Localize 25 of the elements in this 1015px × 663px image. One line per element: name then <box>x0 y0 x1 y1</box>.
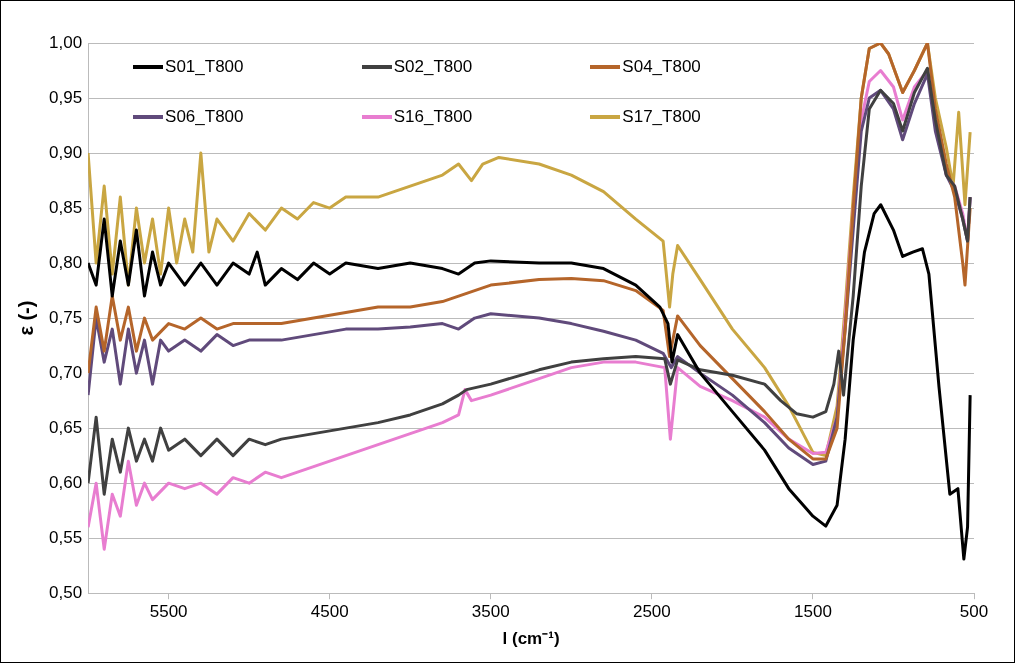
x-tick-label: 2500 <box>632 602 671 622</box>
x-tick-label: 4500 <box>310 602 349 622</box>
y-tick-label: 0,90 <box>48 142 83 162</box>
y-tick-label: 0,55 <box>48 527 83 547</box>
x-axis-title: l (cm⁻¹) <box>502 629 560 649</box>
legend-label: S04_T800 <box>622 57 701 77</box>
legend-label: S06_T800 <box>165 107 244 127</box>
x-tick-label: 3500 <box>471 602 510 622</box>
y-tick-label: 0,60 <box>48 472 83 492</box>
y-tick-label: 0,85 <box>48 197 83 217</box>
x-tick-label: 1500 <box>794 602 832 622</box>
y-tick-label: 0,95 <box>48 87 83 107</box>
legend-label: S01_T800 <box>165 57 244 77</box>
y-axis-title: ε (-) <box>14 300 37 336</box>
y-tick-label: 0,65 <box>48 417 83 437</box>
y-tick-label: 0,50 <box>48 582 83 602</box>
y-tick-label: 0,75 <box>48 307 83 327</box>
y-tick-label: 0,80 <box>48 252 83 272</box>
x-tick-label: 5500 <box>149 602 188 622</box>
legend-label: S17_T800 <box>622 107 701 127</box>
legend-label: S16_T800 <box>393 107 473 127</box>
legend-label: S02_T800 <box>393 57 473 77</box>
y-tick-label: 1,00 <box>48 32 83 52</box>
x-tick-label: 500 <box>959 602 989 622</box>
y-tick-label: 0,70 <box>48 362 83 382</box>
